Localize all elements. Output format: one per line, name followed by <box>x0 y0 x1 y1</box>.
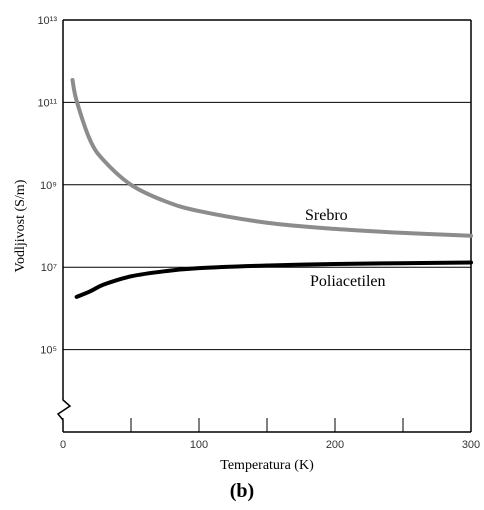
series-line <box>74 260 473 299</box>
y-tick-label: 10¹³ <box>37 15 57 27</box>
y-tick-label: 10⁹ <box>40 180 57 192</box>
y-tick-label: 10¹¹ <box>37 97 57 109</box>
x-tick-label: 0 <box>60 439 66 451</box>
x-axis-label: Temperatura (K) <box>220 458 314 473</box>
series-label: Srebro <box>305 207 348 224</box>
frame <box>56 19 472 433</box>
x-tick-label: 100 <box>190 439 208 451</box>
x-tick-label: 200 <box>326 439 344 451</box>
y-axis-label: Vodljivost (S/m) <box>13 179 28 272</box>
y-tick-label: 10⁷ <box>41 262 57 274</box>
y-tick-label: 10⁵ <box>40 345 57 357</box>
series-line <box>70 77 473 238</box>
x-tick-label: 300 <box>462 439 480 451</box>
series-label: Poliacetilen <box>310 273 386 290</box>
caption: (b) <box>230 480 254 502</box>
